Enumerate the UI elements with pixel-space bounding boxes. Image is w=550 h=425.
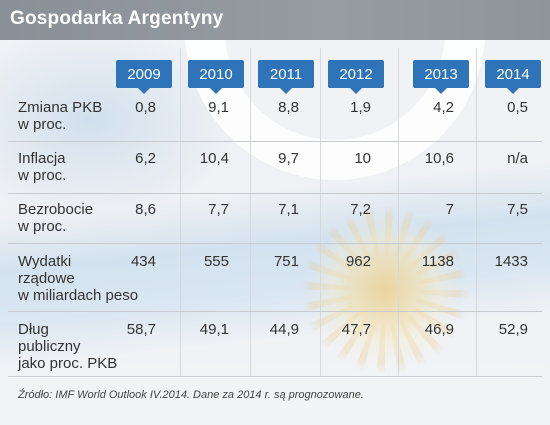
row-divider [8, 193, 542, 194]
cell-gdp-change-2010: 9,1 [208, 99, 229, 116]
cell-unemployment-2011: 7,1 [278, 201, 299, 218]
title-bar: Gospodarka Argentyny [0, 0, 550, 40]
cell-inflation-2012: 10 [354, 150, 371, 167]
cell-unemployment-2014: 7,5 [507, 201, 528, 218]
cell-spending-2014: 1433 [494, 253, 528, 270]
cell-debt-2013: 46,9 [424, 321, 454, 338]
cell-debt-2010: 49,1 [199, 321, 229, 338]
cell-debt-2012: 47,7 [341, 321, 371, 338]
cell-gdp-change-2012: 1,9 [350, 99, 371, 116]
cell-debt-2011: 44,9 [269, 321, 299, 338]
year-header-2010: 2010 [188, 60, 244, 94]
cell-unemployment-2009: 8,6 [135, 201, 156, 218]
year-header-2014: 2014 [485, 60, 541, 94]
year-header-2011: 2011 [258, 60, 314, 94]
source-note: Źródło: IMF World Outlook IV.2014. Dane … [18, 389, 364, 401]
cell-spending-2012: 962 [345, 253, 371, 270]
column-divider [476, 48, 477, 376]
cell-inflation-2013: 10,6 [424, 150, 454, 167]
cell-inflation-2009: 6,2 [135, 150, 156, 167]
cell-debt-2009: 58,7 [126, 321, 156, 338]
cell-spending-2009: 434 [130, 253, 156, 270]
cell-spending-2013: 1138 [421, 253, 454, 270]
row-label-public-debt: Dług publiczny jako proc. PKB [18, 321, 118, 372]
column-divider [250, 48, 251, 376]
row-divider [8, 141, 542, 142]
cell-unemployment-2010: 7,7 [208, 201, 229, 218]
row-divider [8, 243, 542, 244]
column-divider [180, 48, 181, 376]
row-label-unemployment: Bezrobocie w proc. [18, 201, 94, 235]
cell-inflation-2014: n/a [507, 150, 528, 167]
row-label-government-spending: Wydatki rządowe w miliardach peso [18, 253, 139, 304]
row-label-inflation: Inflacja w proc. [18, 150, 67, 184]
column-divider [320, 48, 321, 376]
cell-spending-2011: 751 [273, 253, 299, 270]
row-label-gdp-change: Zmiana PKB w proc. [18, 99, 103, 133]
cell-unemployment-2012: 7,2 [350, 201, 371, 218]
sun-of-may-emblem [310, 215, 460, 365]
row-divider [8, 376, 542, 377]
page-title: Gospodarka Argentyny [10, 8, 224, 29]
year-header-2009: 2009 [116, 60, 172, 94]
cell-spending-2010: 555 [203, 253, 229, 270]
cell-gdp-change-2011: 8,8 [278, 99, 299, 116]
cell-inflation-2010: 10,4 [199, 150, 229, 167]
cell-gdp-change-2014: 0,5 [507, 99, 528, 116]
cell-unemployment-2013: 7 [445, 201, 454, 218]
cell-gdp-change-2009: 0,8 [135, 99, 156, 116]
year-header-2013: 2013 [413, 60, 469, 94]
cell-gdp-change-2013: 4,2 [433, 99, 454, 116]
row-divider [8, 311, 542, 312]
cell-debt-2014: 52,9 [498, 321, 528, 338]
cell-inflation-2011: 9,7 [278, 150, 299, 167]
year-header-2012: 2012 [328, 60, 384, 94]
column-divider [398, 48, 399, 376]
